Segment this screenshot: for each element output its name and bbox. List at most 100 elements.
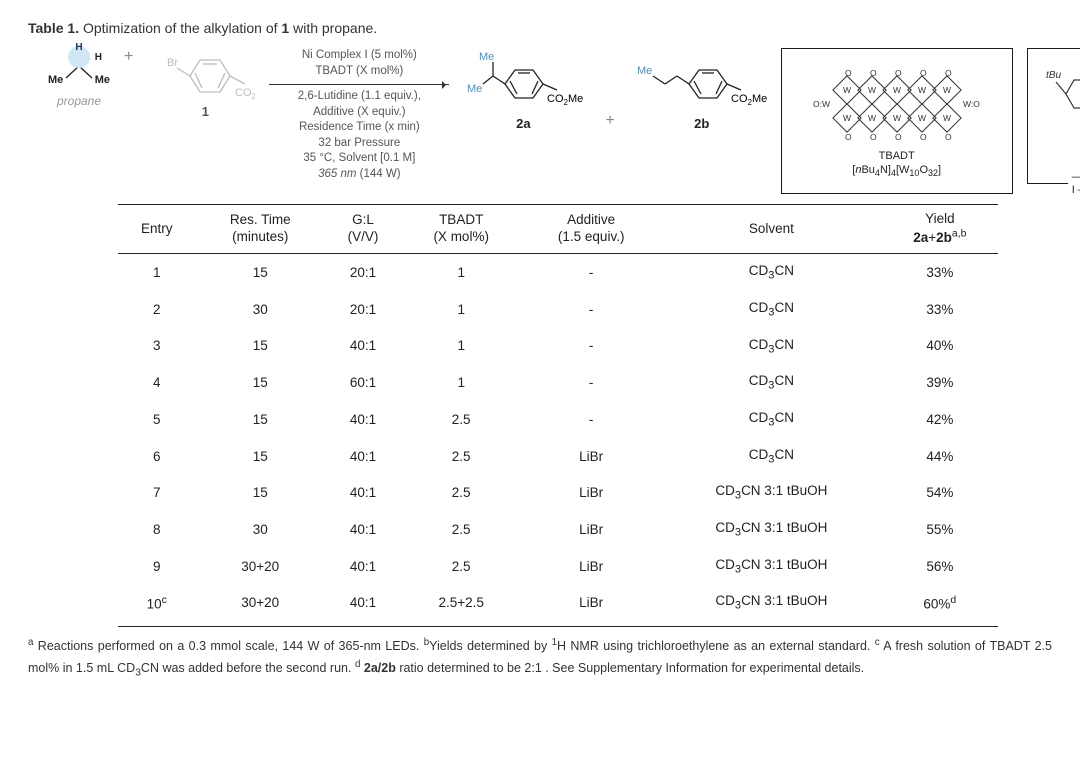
cond-line: 32 bar Pressure — [269, 136, 449, 152]
svg-text:W: W — [918, 113, 926, 123]
svg-text:O: O — [920, 132, 927, 142]
tbadt-formula: [nBu4N]4[W10O32] — [852, 164, 941, 179]
cond-line: Residence Time (x min) — [269, 120, 449, 136]
tbadt-structure-box: WWWWW WWWWW OOOOO OOOOO O:WW:O TBADT [nB… — [781, 48, 1013, 194]
ni-complex-icon: NN Ni BrBr tBu tBu — [1044, 68, 1080, 164]
svg-text:W: W — [893, 113, 901, 123]
table-row: 23020:11-CD3CN33% — [118, 291, 998, 328]
table-cell: LiBr — [521, 584, 661, 626]
title-suffix: with propane. — [289, 20, 377, 36]
table-cell: 40:1 — [325, 474, 401, 511]
table-cell: 60:1 — [325, 364, 401, 401]
table-cell: - — [521, 254, 661, 291]
table-cell: 30 — [195, 291, 325, 328]
svg-text:O: O — [870, 132, 877, 142]
propane-label: propane — [57, 94, 101, 108]
svg-text:O: O — [920, 68, 927, 78]
reaction-scheme: H H Me Me propane + Br CO2Me 1 Ni Comple… — [56, 48, 1052, 194]
svg-text:O:W: O:W — [813, 99, 830, 109]
svg-text:W: W — [843, 85, 851, 95]
table-cell: 2.5 — [401, 548, 521, 585]
table-cell: CD3CN — [661, 328, 882, 365]
table-cell: 20:1 — [325, 291, 401, 328]
product-2b: Me CO2Me 2b — [637, 48, 767, 131]
table-cell: CD3CN 3:1 tBuOH — [661, 474, 882, 511]
optimization-table: Entry Res. Time(minutes) G:L(V/V) TBADT(… — [118, 204, 998, 627]
table-cell: 40:1 — [325, 438, 401, 475]
table-cell: 2.5 — [401, 474, 521, 511]
table-cell: 2.5 — [401, 511, 521, 548]
svg-text:O: O — [945, 68, 952, 78]
table-cell: 30+20 — [195, 548, 325, 585]
table-cell: 15 — [195, 254, 325, 291]
table-cell: 15 — [195, 364, 325, 401]
table-footnotes: a Reactions performed on a 0.3 mmol scal… — [28, 635, 1052, 681]
col-additive: Additive(1.5 equiv.) — [521, 205, 661, 254]
table-cell: CD3CN — [661, 438, 882, 475]
table-cell: - — [521, 328, 661, 365]
table-cell: 40:1 — [325, 548, 401, 585]
table-title: Table 1. Optimization of the alkylation … — [28, 20, 1052, 36]
svg-text:CO2Me: CO2Me — [235, 87, 255, 100]
table-cell: 30+20 — [195, 584, 325, 626]
table-cell: 42% — [882, 401, 998, 438]
table-cell: LiBr — [521, 511, 661, 548]
product-2a-label: 2a — [516, 116, 530, 131]
table-cell: 7 — [118, 474, 195, 511]
compound-1-label: 1 — [202, 104, 209, 119]
cond-line: Additive (X equiv.) — [269, 105, 449, 121]
product-2a: Me Me CO2Me 2a — [463, 48, 583, 131]
propane-reactant: H H Me Me propane — [56, 48, 102, 108]
cond-line: 365 nm (144 W) — [269, 167, 449, 183]
table-row: 41560:11-CD3CN39% — [118, 364, 998, 401]
svg-text:W: W — [943, 113, 951, 123]
table-cell: CD3CN 3:1 tBuOH — [661, 584, 882, 626]
table-cell: 30 — [195, 511, 325, 548]
svg-text:W:O: W:O — [963, 99, 980, 109]
svg-text:W: W — [868, 113, 876, 123]
table-cell: 54% — [882, 474, 998, 511]
table-cell: 33% — [882, 254, 998, 291]
table-cell: CD3CN — [661, 401, 882, 438]
table-cell: CD3CN — [661, 291, 882, 328]
table-cell: 40% — [882, 328, 998, 365]
svg-text:W: W — [868, 85, 876, 95]
svg-text:CO2Me: CO2Me — [547, 93, 583, 107]
svg-text:O: O — [845, 132, 852, 142]
table-cell: LiBr — [521, 438, 661, 475]
product-2b-label: 2b — [694, 116, 709, 131]
plus-sign: + — [124, 48, 133, 66]
table-cell: 1 — [401, 291, 521, 328]
cond-line: Ni Complex I (5 mol%) — [269, 48, 449, 64]
svg-text:W: W — [943, 85, 951, 95]
tbadt-cluster-icon: WWWWW WWWWW OOOOO OOOOO O:WW:O — [807, 62, 987, 146]
table-cell: - — [521, 291, 661, 328]
table-cell: 40:1 — [325, 511, 401, 548]
table-cell: 8 — [118, 511, 195, 548]
table-cell: 39% — [882, 364, 998, 401]
table-row: 51540:12.5-CD3CN42% — [118, 401, 998, 438]
table-cell: 1 — [118, 254, 195, 291]
table-row: 83040:12.5LiBrCD3CN 3:1 tBuOH55% — [118, 511, 998, 548]
table-cell: CD3CN 3:1 tBuOH — [661, 511, 882, 548]
plus-sign: + — [605, 112, 614, 130]
svg-text:O: O — [845, 68, 852, 78]
aryl-bromide-1: Br CO2Me 1 — [155, 48, 255, 119]
col-tbadt: TBADT(X mol%) — [401, 205, 521, 254]
cond-line: 35 °C, Solvent [0.1 M] — [269, 151, 449, 167]
table-cell: 1 — [401, 364, 521, 401]
cond-line: TBADT (X mol%) — [269, 64, 449, 80]
table-cell: 20:1 — [325, 254, 401, 291]
table-row: 11520:11-CD3CN33% — [118, 254, 998, 291]
table-cell: 15 — [195, 328, 325, 365]
table-cell: 40:1 — [325, 401, 401, 438]
table-cell: 1 — [401, 328, 521, 365]
svg-text:W: W — [893, 85, 901, 95]
svg-text:O: O — [945, 132, 952, 142]
svg-text:W: W — [918, 85, 926, 95]
col-entry: Entry — [118, 205, 195, 254]
table-cell: 55% — [882, 511, 998, 548]
table-cell: 40:1 — [325, 584, 401, 626]
table-row: 930+2040:12.5LiBrCD3CN 3:1 tBuOH56% — [118, 548, 998, 585]
svg-text:O: O — [870, 68, 877, 78]
